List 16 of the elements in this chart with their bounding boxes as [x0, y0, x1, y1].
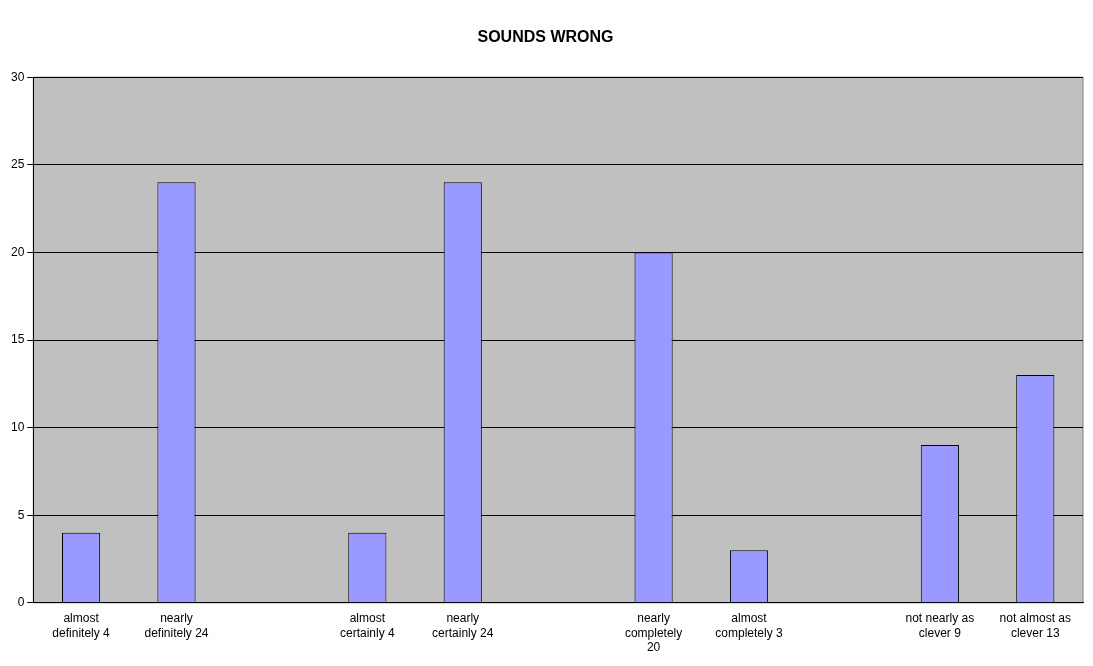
x-tick-label: not nearly as clever 9 [905, 611, 975, 640]
y-tick-label: 20 [10, 244, 25, 259]
x-tick-label: nearly definitely 24 [144, 611, 209, 640]
y-tick-label: 10 [10, 419, 25, 434]
chart-title: SOUNDS WRONG [477, 28, 614, 46]
y-tick-label: 25 [10, 157, 25, 172]
y-tick-label: 5 [17, 507, 25, 522]
x-tick-label: not almost as clever 13 [999, 611, 1071, 640]
y-tick-label: 15 [10, 332, 25, 347]
x-tick-label: nearly completely 20 [624, 611, 683, 655]
x-tick-label: nearly certainly 24 [432, 611, 494, 640]
x-tick-label: almost completely 3 [715, 611, 784, 640]
x-tick-label: almost certainly 4 [339, 611, 395, 640]
y-tick-label: 30 [10, 69, 25, 84]
x-tick-label: almost definitely 4 [52, 611, 111, 640]
y-tick-label: 0 [17, 595, 25, 610]
